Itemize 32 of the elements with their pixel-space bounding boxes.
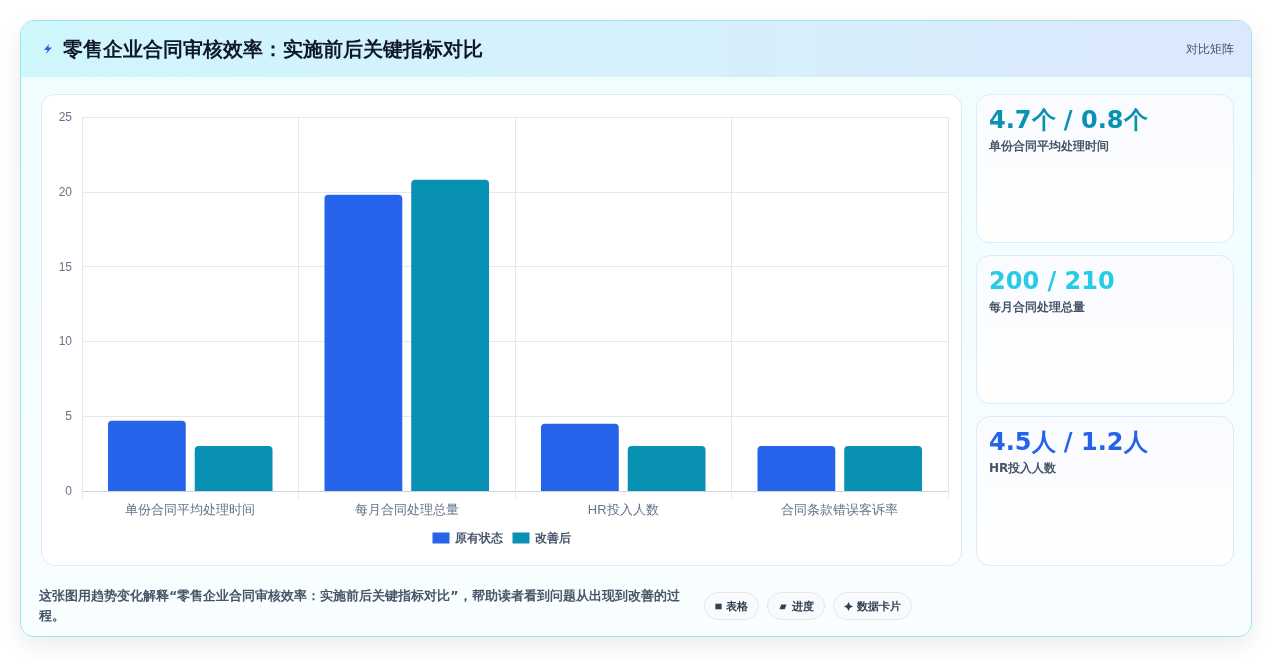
bar — [844, 446, 923, 491]
bar — [540, 423, 619, 491]
y-tick-label: 5 — [65, 409, 73, 424]
bar — [107, 420, 186, 491]
bar — [627, 446, 706, 491]
bar — [411, 179, 490, 491]
chart-title: 零售企业合同审核效率：实施前后关键指标对比 — [63, 36, 483, 62]
text: 200 / 210 — [989, 266, 1115, 296]
text: 4.7个 / 0.8个 — [989, 105, 1148, 135]
text: 表格 — [726, 598, 748, 614]
text: 数据卡片 — [857, 598, 901, 614]
text: 进度 — [792, 598, 814, 614]
text: 4.5人 / 1.2人 — [989, 427, 1148, 457]
legend-label: 原有状态 — [453, 531, 504, 545]
x-tick-label: 每月合同处理总量 — [354, 502, 459, 517]
x-tick-label: 单份合同平均处理时间 — [125, 502, 256, 517]
y-tick-label: 0 — [65, 484, 73, 498]
y-tick-label: 25 — [58, 110, 73, 124]
bar — [757, 446, 836, 491]
text: 对比矩阵 — [1186, 41, 1234, 57]
x-tick-label: 合同条款错误客诉率 — [781, 502, 899, 517]
y-tick-label: 15 — [58, 259, 73, 274]
text: 这张图用趋势变化解释“零售企业合同审核效率：实施前后关键指标对比”，帮助读者看到问题从出现到改善的过程。 — [39, 587, 681, 625]
x-tick-label: HR投入人数 — [587, 502, 659, 517]
legend-label: 改善后 — [534, 531, 571, 545]
text: HR投入人数 — [989, 460, 1057, 476]
text: 单份合同平均处理时间 — [989, 138, 1109, 154]
text: 每月合同处理总量 — [989, 299, 1085, 315]
y-tick-label: 10 — [58, 334, 73, 349]
bar — [324, 194, 403, 491]
bar — [194, 446, 273, 491]
y-tick-label: 20 — [58, 184, 73, 199]
